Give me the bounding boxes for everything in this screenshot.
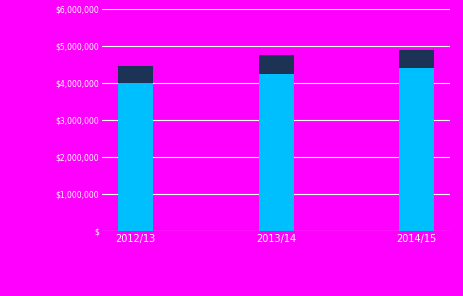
Bar bbox=[398, 50, 433, 68]
Bar bbox=[398, 68, 433, 231]
Bar bbox=[118, 83, 153, 231]
Bar bbox=[118, 66, 153, 83]
Bar bbox=[258, 55, 293, 74]
Bar bbox=[258, 74, 293, 231]
